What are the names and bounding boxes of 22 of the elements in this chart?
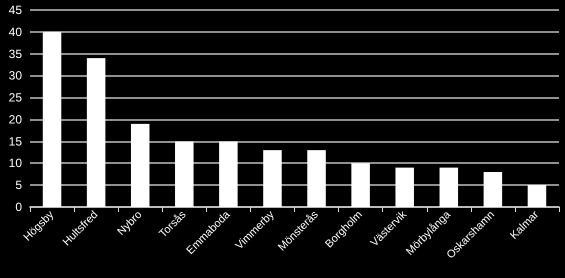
y-tick-label: 40	[8, 24, 22, 39]
bar	[307, 150, 326, 207]
bar	[395, 168, 414, 207]
bar	[219, 141, 238, 207]
bar	[351, 163, 370, 207]
y-tick-label: 10	[8, 156, 22, 170]
bar	[86, 58, 106, 207]
y-tick-label: 35	[8, 46, 22, 61]
y-tick-label: 25	[8, 90, 22, 105]
bar	[130, 124, 150, 207]
y-tick-label: 5	[15, 178, 22, 192]
y-tick-label: 0	[15, 200, 22, 214]
bar	[484, 172, 502, 207]
bar	[528, 185, 546, 207]
bar	[42, 32, 62, 207]
bar	[175, 141, 194, 207]
bar	[263, 150, 282, 207]
y-tick-label: 20	[8, 112, 22, 126]
y-tick-label: 30	[8, 68, 22, 83]
y-tick-label: 45	[8, 3, 22, 17]
bar	[440, 168, 458, 207]
y-tick-label: 15	[8, 134, 22, 148]
